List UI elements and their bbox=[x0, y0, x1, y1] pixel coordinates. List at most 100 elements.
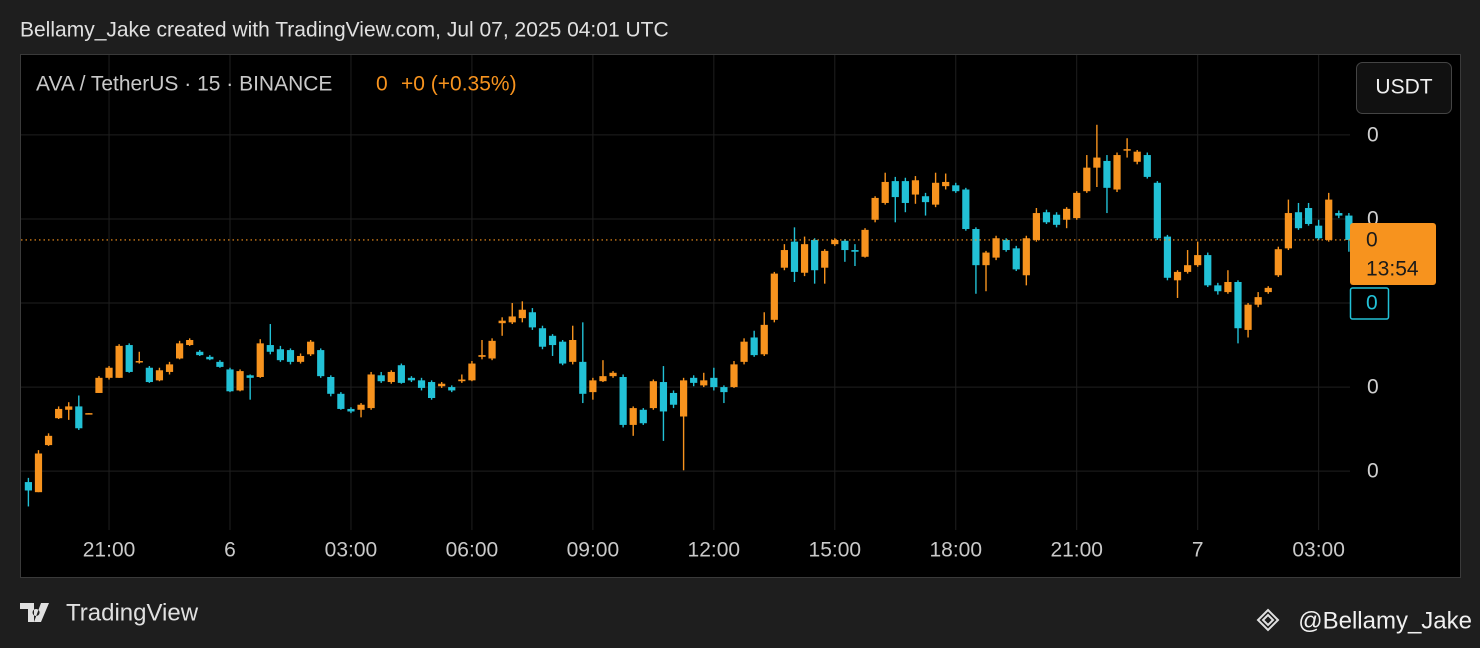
candle-body bbox=[1113, 155, 1121, 190]
candle-body bbox=[528, 312, 536, 328]
candle-body bbox=[619, 376, 627, 425]
author-icon bbox=[1256, 608, 1280, 632]
candle-body bbox=[720, 387, 728, 393]
candle-body bbox=[659, 382, 668, 412]
candle-body bbox=[1264, 287, 1272, 293]
candle-body bbox=[1214, 285, 1222, 292]
currency-button[interactable]: USDT bbox=[1356, 62, 1452, 114]
candle-body bbox=[498, 320, 506, 324]
candle-body bbox=[1022, 238, 1030, 276]
candle-body bbox=[1133, 151, 1141, 162]
candle-body bbox=[186, 340, 194, 346]
x-tick-label: 09:00 bbox=[567, 539, 620, 562]
candle-body bbox=[458, 379, 466, 382]
candle-body bbox=[861, 229, 869, 257]
candle-body bbox=[307, 341, 315, 355]
candle-body bbox=[952, 185, 960, 192]
candle-body bbox=[690, 377, 698, 383]
candle-body bbox=[1224, 281, 1232, 293]
candle-body bbox=[1284, 213, 1292, 249]
candle-body bbox=[1083, 167, 1091, 192]
candle-body bbox=[266, 345, 274, 352]
candle-body bbox=[982, 252, 990, 266]
candle-body bbox=[730, 364, 738, 388]
candle-body bbox=[377, 375, 385, 382]
candle-body bbox=[226, 369, 234, 392]
x-tick-label: 18:00 bbox=[929, 539, 982, 562]
candle-body bbox=[609, 372, 617, 377]
candle-body bbox=[1063, 208, 1071, 220]
candle-body bbox=[296, 355, 305, 362]
candle-body bbox=[387, 371, 395, 383]
candle-body bbox=[176, 343, 184, 359]
candle-body bbox=[911, 180, 920, 195]
currency-button-frame[interactable] bbox=[1356, 62, 1452, 114]
candle-body bbox=[55, 408, 63, 419]
candle-body bbox=[921, 196, 930, 203]
candle-body bbox=[680, 380, 688, 417]
candle-body bbox=[448, 387, 456, 391]
attribution: Bellamy_Jake created with TradingView.co… bbox=[20, 19, 669, 42]
candle-body bbox=[276, 349, 284, 361]
candle-body bbox=[428, 382, 436, 399]
candle-body bbox=[790, 241, 799, 272]
last-price: 0 bbox=[376, 73, 388, 96]
candle-body bbox=[468, 363, 476, 381]
x-tick-label: 03:00 bbox=[1292, 539, 1345, 562]
candle-body bbox=[65, 406, 73, 410]
candle-body bbox=[649, 381, 657, 409]
candle-body bbox=[800, 244, 809, 273]
footer-brand[interactable]: TradingView bbox=[20, 599, 199, 626]
candle-body bbox=[901, 181, 909, 203]
last-price-box bbox=[1350, 222, 1436, 285]
candle-body bbox=[629, 408, 637, 425]
candle-body bbox=[317, 350, 325, 377]
candle-body bbox=[397, 365, 405, 383]
candle-body bbox=[145, 367, 153, 383]
candle-body bbox=[992, 238, 1000, 258]
candle-body bbox=[639, 409, 647, 424]
candle-body bbox=[24, 482, 32, 491]
candle-body bbox=[750, 337, 758, 356]
candle-body bbox=[1315, 225, 1323, 239]
candle-body bbox=[1012, 248, 1020, 270]
candle-body bbox=[206, 356, 214, 360]
candle-body bbox=[1194, 255, 1202, 266]
candle-body bbox=[1304, 208, 1313, 224]
candle-body bbox=[417, 380, 426, 388]
candle-body bbox=[155, 370, 164, 381]
candle-body bbox=[1042, 212, 1051, 223]
plot bbox=[21, 124, 1353, 507]
currency-label[interactable]: USDT bbox=[1375, 76, 1432, 99]
candle-body bbox=[1123, 149, 1131, 151]
candle-body bbox=[841, 240, 849, 251]
candle-body bbox=[1294, 212, 1303, 229]
x-tick-label: 21:00 bbox=[1050, 539, 1103, 562]
candle-body bbox=[105, 367, 113, 378]
last-price-label: 0 bbox=[1366, 229, 1378, 252]
marker-price-label: 0 bbox=[1366, 292, 1378, 315]
brand-name[interactable]: TradingView bbox=[66, 599, 199, 626]
candle-body bbox=[518, 309, 526, 319]
candle-body bbox=[85, 413, 93, 415]
price-axis: 0000021:00603:0006:0009:0012:0015:0018:0… bbox=[83, 123, 1436, 562]
candle-body bbox=[407, 377, 416, 381]
candle-body bbox=[1103, 160, 1111, 188]
candle-body bbox=[881, 181, 889, 203]
candle-body bbox=[1093, 157, 1101, 168]
candle-body bbox=[538, 328, 547, 347]
candle-body bbox=[135, 361, 143, 363]
candle-body bbox=[1163, 236, 1172, 278]
candle-body bbox=[1274, 249, 1282, 276]
chart-panel bbox=[20, 54, 1461, 578]
y-tick-label: 0 bbox=[1367, 376, 1379, 399]
candle-body bbox=[871, 197, 879, 220]
x-tick-label: 15:00 bbox=[809, 539, 862, 562]
grid bbox=[21, 55, 1350, 530]
brand-logo bbox=[20, 603, 49, 622]
candle-body bbox=[1032, 213, 1040, 240]
candle-body bbox=[488, 340, 496, 359]
candle-body bbox=[115, 345, 123, 378]
